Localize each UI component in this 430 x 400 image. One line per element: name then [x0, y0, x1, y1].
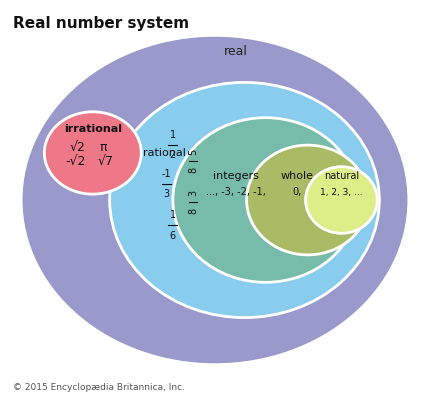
Ellipse shape [21, 35, 409, 365]
Text: rational: rational [143, 148, 186, 158]
Text: 2: 2 [170, 150, 176, 160]
Text: 3: 3 [188, 190, 198, 196]
Text: -√2: -√2 [66, 154, 86, 167]
Text: real: real [224, 44, 248, 58]
Text: 1: 1 [170, 130, 176, 140]
Text: Real number system: Real number system [13, 16, 189, 31]
Ellipse shape [246, 145, 369, 255]
Text: © 2015 Encyclopædia Britannica, Inc.: © 2015 Encyclopædia Britannica, Inc. [13, 383, 185, 392]
Text: 0,: 0, [292, 187, 302, 197]
Text: -1: -1 [162, 169, 171, 179]
Text: 1, 2, 3, ...: 1, 2, 3, ... [320, 188, 363, 197]
Ellipse shape [173, 118, 358, 282]
Text: 3: 3 [163, 190, 169, 200]
Text: 5: 5 [188, 148, 198, 154]
Ellipse shape [44, 112, 141, 194]
Text: natural: natural [324, 172, 359, 182]
Text: irrational: irrational [64, 124, 122, 134]
Text: 8: 8 [188, 208, 198, 214]
Text: √7: √7 [98, 154, 114, 167]
Text: 1: 1 [170, 210, 176, 220]
Ellipse shape [110, 82, 379, 318]
Text: whole: whole [281, 172, 313, 182]
Text: ..., -3, -2, -1,: ..., -3, -2, -1, [206, 187, 266, 197]
Ellipse shape [306, 167, 377, 233]
Text: integers: integers [213, 172, 259, 182]
Text: π: π [100, 140, 107, 154]
Text: 8: 8 [188, 167, 198, 173]
Text: √2: √2 [70, 140, 86, 154]
Text: 6: 6 [170, 230, 176, 240]
